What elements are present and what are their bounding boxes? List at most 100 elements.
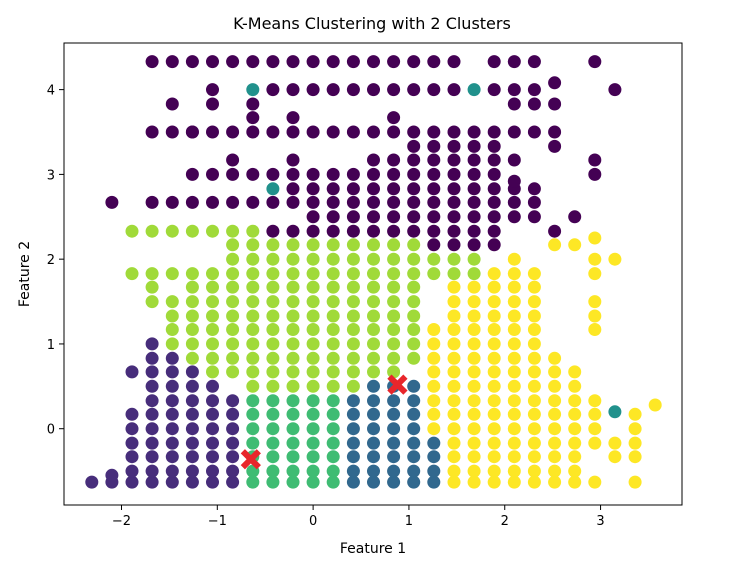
- scatter-point: [487, 55, 501, 69]
- scatter-point: [286, 238, 300, 252]
- scatter-point: [326, 238, 340, 252]
- scatter-point: [125, 475, 139, 489]
- scatter-point: [447, 394, 461, 408]
- scatter-point: [608, 450, 622, 464]
- scatter-point: [527, 295, 541, 309]
- scatter-point: [286, 450, 300, 464]
- scatter-point: [145, 464, 159, 478]
- scatter-point: [326, 422, 340, 436]
- scatter-point: [507, 267, 521, 281]
- scatter-point: [206, 97, 219, 111]
- scatter-point: [367, 436, 380, 450]
- scatter-point: [548, 394, 562, 408]
- scatter-point: [447, 182, 461, 196]
- scatter-point: [185, 379, 199, 393]
- scatter-point: [185, 125, 199, 139]
- scatter-point: [507, 351, 521, 365]
- scatter-point: [407, 407, 421, 421]
- scatter-point: [467, 238, 481, 252]
- scatter-point: [246, 111, 260, 125]
- scatter-point: [387, 323, 401, 336]
- scatter-point: [608, 83, 622, 97]
- scatter-point: [608, 252, 622, 266]
- scatter-point: [548, 351, 562, 365]
- scatter-point: [346, 394, 360, 408]
- scatter-point: [326, 464, 340, 478]
- scatter-point: [548, 76, 562, 90]
- scatter-point: [226, 407, 240, 421]
- scatter-point: [487, 267, 501, 281]
- scatter-point: [507, 97, 521, 111]
- scatter-point: [467, 295, 481, 309]
- scatter-point: [507, 295, 521, 309]
- scatter-point: [367, 394, 380, 408]
- scatter-point: [467, 365, 481, 379]
- scatter-point: [568, 464, 582, 478]
- scatter-point: [145, 224, 159, 238]
- scatter-point: [447, 267, 461, 281]
- scatter-point: [507, 337, 521, 351]
- scatter-point: [447, 139, 461, 153]
- scatter-point: [427, 323, 441, 336]
- scatter-point: [447, 167, 461, 181]
- scatter-point: [407, 252, 421, 266]
- scatter-point: [206, 475, 219, 489]
- x-axis-label: Feature 1: [340, 541, 406, 557]
- scatter-point: [125, 450, 139, 464]
- centroid-markers: [240, 374, 408, 470]
- scatter-point: [467, 407, 481, 421]
- x-tick-label: −1: [208, 514, 227, 529]
- scatter-point: [206, 267, 219, 281]
- y-axis: 0 1 2 3 4: [47, 84, 64, 438]
- scatter-point: [306, 295, 320, 309]
- scatter-point: [286, 464, 300, 478]
- scatter-point: [286, 323, 300, 336]
- scatter-point: [125, 422, 139, 436]
- scatter-point: [487, 167, 501, 181]
- scatter-point: [367, 365, 380, 379]
- scatter-point: [487, 153, 501, 167]
- scatter-point: [246, 337, 260, 351]
- scatter-point: [326, 267, 340, 281]
- scatter-point: [226, 224, 240, 238]
- scatter-point: [145, 295, 159, 309]
- scatter-point: [467, 224, 481, 238]
- scatter-point: [185, 436, 199, 450]
- scatter-point: [165, 475, 179, 489]
- scatter-point: [346, 83, 360, 97]
- scatter-point: [266, 182, 280, 196]
- scatter-point: [568, 450, 582, 464]
- scatter-point: [346, 365, 360, 379]
- scatter-point: [548, 407, 562, 421]
- scatter-point: [306, 379, 320, 393]
- scatter-point: [387, 238, 401, 252]
- scatter-point: [286, 394, 300, 408]
- scatter-point: [407, 182, 421, 196]
- scatter-point: [588, 153, 602, 167]
- scatter-point: [467, 450, 481, 464]
- scatter-point: [226, 309, 240, 323]
- scatter-point: [568, 365, 582, 379]
- scatter-points: [85, 55, 662, 489]
- scatter-point: [588, 394, 602, 408]
- scatter-point: [427, 210, 441, 224]
- scatter-point: [326, 337, 340, 351]
- scatter-point: [527, 309, 541, 323]
- scatter-point: [326, 182, 340, 196]
- scatter-point: [407, 436, 421, 450]
- scatter-point: [226, 252, 240, 266]
- scatter-point: [588, 267, 602, 281]
- scatter-point: [326, 295, 340, 309]
- scatter-point: [588, 252, 602, 266]
- scatter-point: [306, 252, 320, 266]
- scatter-point: [467, 323, 481, 336]
- scatter-point: [367, 407, 380, 421]
- scatter-point: [346, 407, 360, 421]
- scatter-point: [266, 280, 280, 294]
- scatter-point: [286, 267, 300, 281]
- scatter-point: [387, 295, 401, 309]
- scatter-point: [588, 167, 602, 181]
- scatter-point: [226, 436, 240, 450]
- scatter-point: [346, 436, 360, 450]
- scatter-point: [165, 295, 179, 309]
